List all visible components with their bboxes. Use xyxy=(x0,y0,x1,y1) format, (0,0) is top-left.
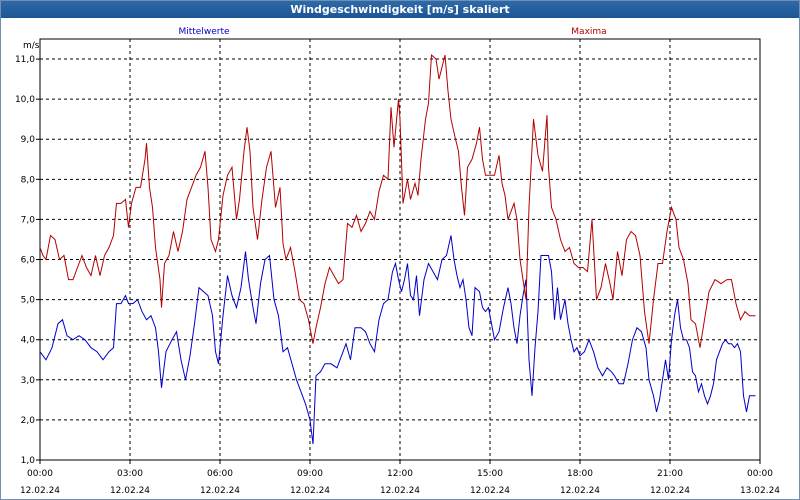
x-tick-date-label: 12.02.24 xyxy=(110,486,150,496)
x-tick-time-label: 12:00 xyxy=(387,469,413,479)
y-tick-label: 5,0 xyxy=(21,296,36,306)
y-tick-label: 7,0 xyxy=(21,215,36,225)
y-tick-label: 3,0 xyxy=(21,376,36,386)
series-line-maxima xyxy=(39,53,756,348)
y-tick-label: 4,0 xyxy=(21,336,36,346)
x-tick-date-label: 12.02.24 xyxy=(20,486,60,496)
x-tick-date-label: 12.02.24 xyxy=(380,486,420,496)
x-tick-date-label: 12.02.24 xyxy=(560,486,600,496)
x-tick-date-label: 12.02.24 xyxy=(470,486,510,496)
x-tick-time-label: 21:00 xyxy=(657,469,683,479)
y-tick-label: 8,0 xyxy=(21,175,36,185)
x-tick-date-label: 12.02.24 xyxy=(200,486,240,496)
x-tick-date-label: 12.02.24 xyxy=(650,486,690,496)
x-tick-time-label: 18:00 xyxy=(567,469,593,479)
x-tick-date-label: 13.02.24 xyxy=(740,486,780,496)
y-axis-unit-label: m/s xyxy=(23,41,40,51)
chart-title: Windgeschwindigkeit [m/s] skaliert xyxy=(1,1,799,18)
series-line-mittelwerte xyxy=(39,235,756,445)
y-tick-label: 1,0 xyxy=(21,456,36,466)
legend-maxima: Maxima xyxy=(571,27,606,37)
x-tick-date-label: 12.02.24 xyxy=(290,486,330,496)
y-tick-label: 10,0 xyxy=(15,95,35,105)
legend-mittelwerte: Mittelwerte xyxy=(178,27,229,37)
x-tick-time-label: 00:00 xyxy=(27,469,53,479)
y-tick-label: 11,0 xyxy=(15,55,35,65)
x-tick-time-label: 06:00 xyxy=(207,469,233,479)
y-tick-label: 9,0 xyxy=(21,135,36,145)
x-tick-time-label: 00:00 xyxy=(747,469,773,479)
x-tick-time-label: 09:00 xyxy=(297,469,323,479)
x-tick-time-label: 15:00 xyxy=(477,469,503,479)
y-tick-label: 2,0 xyxy=(21,416,36,426)
y-tick-label: 6,0 xyxy=(21,256,36,266)
x-tick-time-label: 03:00 xyxy=(117,469,143,479)
